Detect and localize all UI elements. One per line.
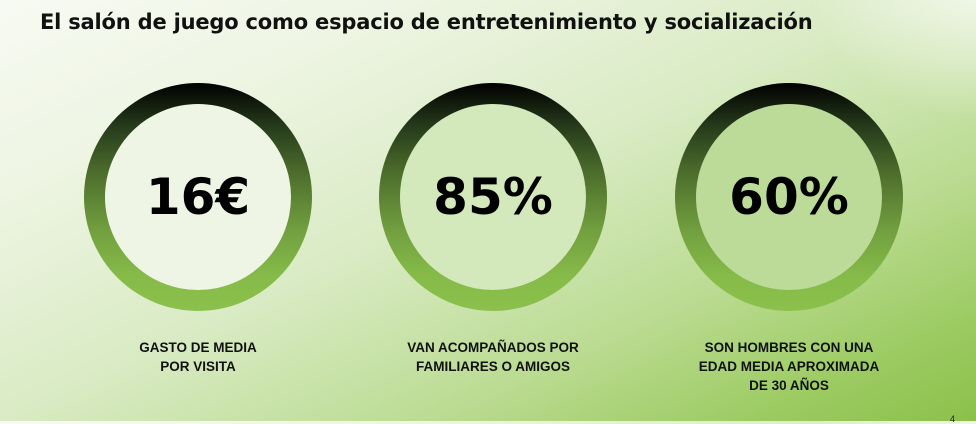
stat-caption: GASTO DE MEDIA POR VISITA (48, 338, 348, 376)
ring-icon: 85% (379, 83, 607, 311)
stat-average-spend: 16€ (84, 83, 312, 311)
caption-line: VAN ACOMPAÑADOS POR (407, 340, 579, 355)
caption-line: SON HOMBRES CON UNA (704, 340, 874, 355)
stat-value: 85% (433, 168, 553, 226)
ring-center: 60% (696, 104, 882, 290)
stat-men-age: 60% (675, 83, 903, 311)
stat-accompanied: 85% (379, 83, 607, 311)
caption-line: POR VISITA (160, 359, 236, 374)
stat-caption: VAN ACOMPAÑADOS POR FAMILIARES O AMIGOS (343, 338, 643, 376)
ring-center: 16€ (105, 104, 291, 290)
stat-value: 16€ (145, 168, 251, 226)
stat-value: 60% (729, 168, 849, 226)
slide-title: El salón de juego como espacio de entret… (40, 10, 813, 34)
caption-line: FAMILIARES O AMIGOS (415, 359, 570, 374)
stat-caption: SON HOMBRES CON UNA EDAD MEDIA APROXIMAD… (639, 338, 939, 395)
caption-line: GASTO DE MEDIA (139, 340, 257, 355)
caption-line: EDAD MEDIA APROXIMADA (698, 359, 880, 374)
ring-icon: 16€ (84, 83, 312, 311)
caption-line: DE 30 AÑOS (749, 378, 829, 393)
ring-center: 85% (400, 104, 586, 290)
page-number: 4 (950, 414, 956, 424)
ring-icon: 60% (675, 83, 903, 311)
